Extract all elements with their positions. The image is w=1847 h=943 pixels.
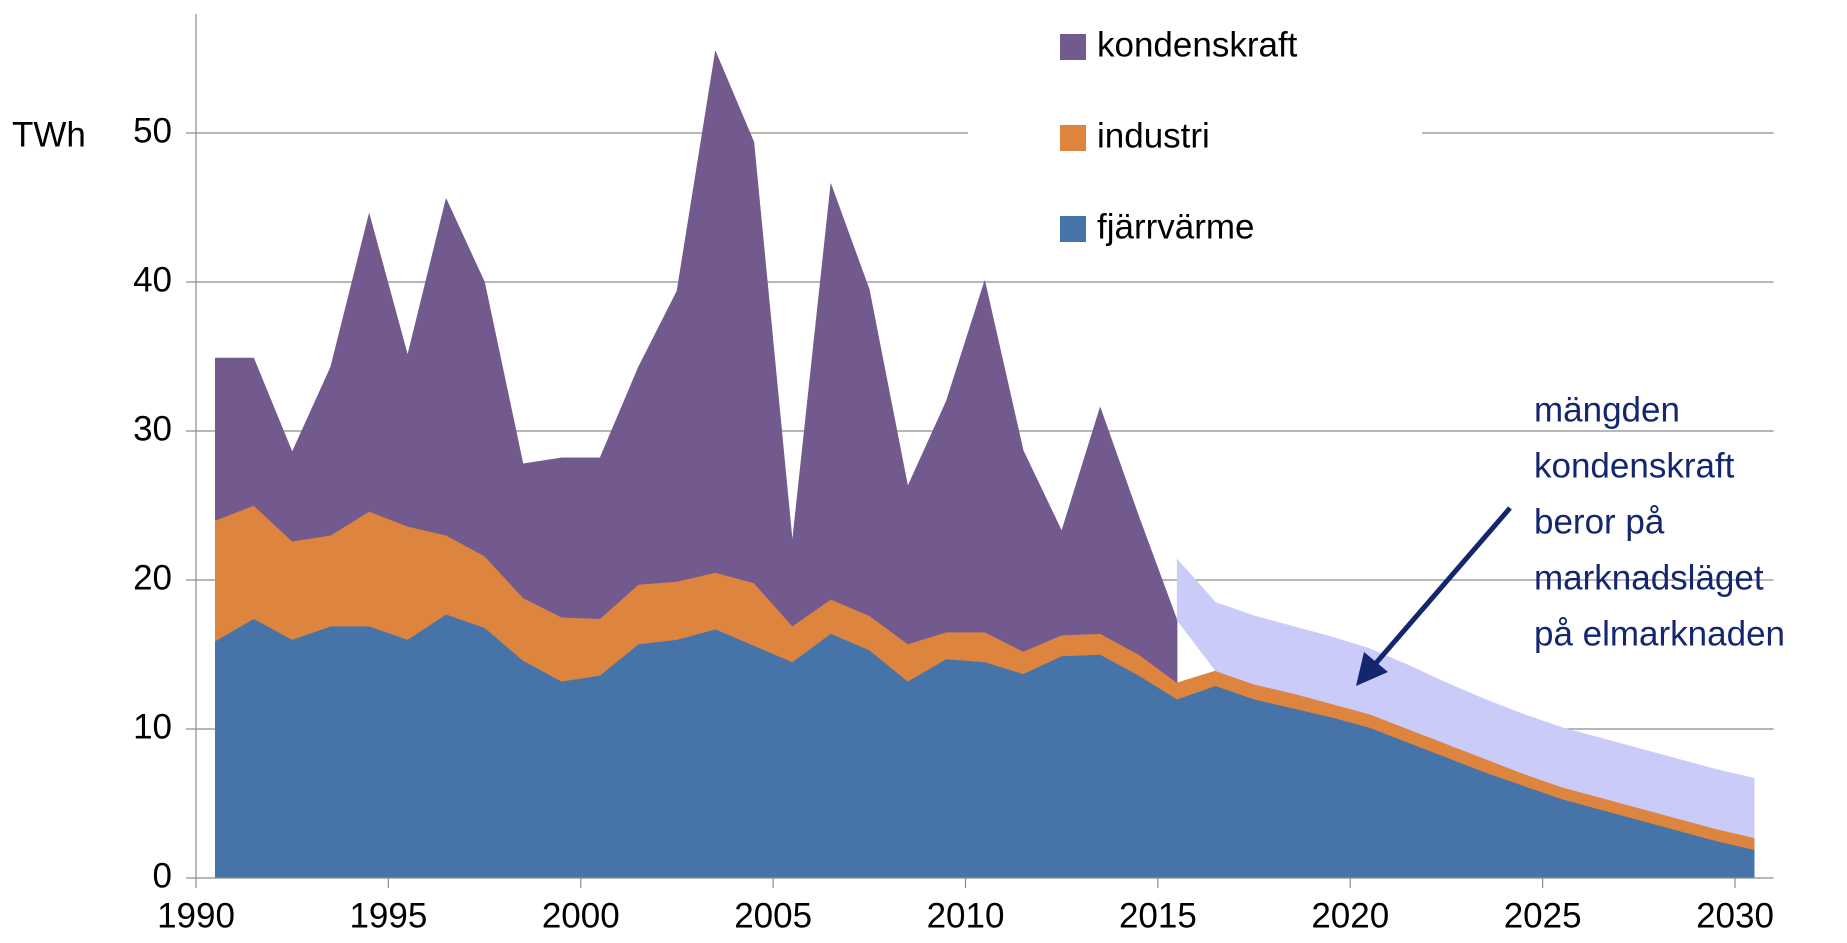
y-tick-label: 0 <box>153 856 172 895</box>
area <box>214 50 1178 684</box>
legend-background <box>968 10 1422 280</box>
x-tick-label: 2015 <box>1119 896 1197 935</box>
y-tick-label: 20 <box>133 558 172 597</box>
legend-swatch <box>1060 125 1086 151</box>
legend-swatch <box>1060 34 1086 60</box>
x-tick-label: 2030 <box>1696 896 1774 935</box>
legend-swatch <box>1060 216 1086 242</box>
x-tick-label: 1995 <box>349 896 427 935</box>
x-tick-label: 2010 <box>927 896 1005 935</box>
x-tick-label: 2020 <box>1311 896 1389 935</box>
x-tick-label: 2005 <box>734 896 812 935</box>
legend-label: kondenskraft <box>1097 25 1298 64</box>
y-tick-label: 50 <box>133 111 172 150</box>
y-tick-label: 10 <box>133 707 172 746</box>
annotation-arrowhead <box>1356 652 1388 686</box>
annotation: på elmarknaden <box>1534 614 1785 653</box>
annotation: marknadsläget <box>1534 558 1764 597</box>
annotation: mängden <box>1534 390 1680 429</box>
y-axis-label: TWh <box>12 115 86 154</box>
annotation-arrow <box>1368 506 1512 672</box>
annotation: kondenskraft <box>1534 446 1735 485</box>
legend-label: fjärrvärme <box>1097 207 1255 246</box>
y-tick-label: 40 <box>133 260 172 299</box>
y-tick-label: 30 <box>133 409 172 448</box>
legend-label: industri <box>1097 116 1210 155</box>
annotation: beror på <box>1534 502 1665 541</box>
x-tick-label: 1990 <box>157 896 235 935</box>
x-tick-label: 2000 <box>542 896 620 935</box>
x-tick-label: 2025 <box>1504 896 1582 935</box>
